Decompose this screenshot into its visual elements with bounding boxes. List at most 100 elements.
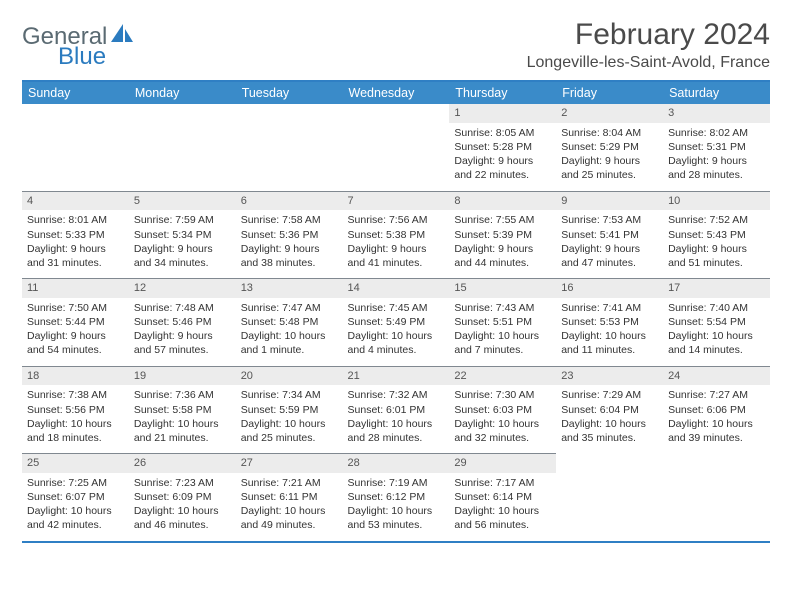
- daylight-line: and 42 minutes.: [27, 518, 124, 532]
- calendar-table: Sunday Monday Tuesday Wednesday Thursday…: [22, 80, 770, 543]
- sunrise-line: Sunrise: 7:50 AM: [27, 301, 124, 315]
- calendar-cell: 4Sunrise: 8:01 AMSunset: 5:33 PMDaylight…: [22, 191, 129, 279]
- daylight-line: Daylight: 10 hours: [561, 417, 658, 431]
- sunrise-line: Sunrise: 7:59 AM: [134, 213, 231, 227]
- calendar-week-row: 4Sunrise: 8:01 AMSunset: 5:33 PMDaylight…: [22, 191, 770, 279]
- daylight-line: Daylight: 9 hours: [561, 154, 658, 168]
- day-number: 2: [556, 104, 663, 123]
- day-body: Sunrise: 8:02 AMSunset: 5:31 PMDaylight:…: [663, 123, 770, 191]
- day-body: Sunrise: 7:41 AMSunset: 5:53 PMDaylight:…: [556, 298, 663, 366]
- daylight-line: Daylight: 10 hours: [668, 329, 765, 343]
- sunset-line: Sunset: 5:58 PM: [134, 403, 231, 417]
- daylight-line: and 46 minutes.: [134, 518, 231, 532]
- daylight-line: and 21 minutes.: [134, 431, 231, 445]
- sunset-line: Sunset: 5:34 PM: [134, 228, 231, 242]
- calendar-cell: 27Sunrise: 7:21 AMSunset: 6:11 PMDayligh…: [236, 453, 343, 542]
- sunset-line: Sunset: 6:11 PM: [241, 490, 338, 504]
- daylight-line: Daylight: 10 hours: [454, 329, 551, 343]
- calendar-cell: 1Sunrise: 8:05 AMSunset: 5:28 PMDaylight…: [449, 104, 556, 191]
- calendar-cell: 12Sunrise: 7:48 AMSunset: 5:46 PMDayligh…: [129, 278, 236, 366]
- calendar-cell: 6Sunrise: 7:58 AMSunset: 5:36 PMDaylight…: [236, 191, 343, 279]
- day-body: Sunrise: 7:21 AMSunset: 6:11 PMDaylight:…: [236, 473, 343, 541]
- daylight-line: and 57 minutes.: [134, 343, 231, 357]
- daylight-line: Daylight: 10 hours: [27, 504, 124, 518]
- sunset-line: Sunset: 6:01 PM: [348, 403, 445, 417]
- daylight-line: Daylight: 10 hours: [348, 504, 445, 518]
- calendar-week-row: 25Sunrise: 7:25 AMSunset: 6:07 PMDayligh…: [22, 453, 770, 542]
- day-body: Sunrise: 7:36 AMSunset: 5:58 PMDaylight:…: [129, 385, 236, 453]
- day-number: 6: [236, 191, 343, 211]
- daylight-line: Daylight: 9 hours: [668, 154, 765, 168]
- calendar-cell: [22, 104, 129, 191]
- sunset-line: Sunset: 6:06 PM: [668, 403, 765, 417]
- day-number: 5: [129, 191, 236, 211]
- day-body: Sunrise: 7:45 AMSunset: 5:49 PMDaylight:…: [343, 298, 450, 366]
- calendar-cell: 5Sunrise: 7:59 AMSunset: 5:34 PMDaylight…: [129, 191, 236, 279]
- day-number: 15: [449, 278, 556, 298]
- day-body: Sunrise: 7:19 AMSunset: 6:12 PMDaylight:…: [343, 473, 450, 541]
- day-number: 23: [556, 366, 663, 386]
- day-body: Sunrise: 7:56 AMSunset: 5:38 PMDaylight:…: [343, 210, 450, 278]
- daylight-line: Daylight: 10 hours: [241, 417, 338, 431]
- logo: General Blue: [22, 24, 133, 69]
- day-body: Sunrise: 7:53 AMSunset: 5:41 PMDaylight:…: [556, 210, 663, 278]
- daylight-line: and 25 minutes.: [561, 168, 658, 182]
- daylight-line: and 22 minutes.: [454, 168, 551, 182]
- day-body: Sunrise: 7:32 AMSunset: 6:01 PMDaylight:…: [343, 385, 450, 453]
- sunrise-line: Sunrise: 8:04 AM: [561, 126, 658, 140]
- calendar-cell: [556, 453, 663, 542]
- day-body: Sunrise: 7:23 AMSunset: 6:09 PMDaylight:…: [129, 473, 236, 541]
- sunrise-line: Sunrise: 7:25 AM: [27, 476, 124, 490]
- daylight-line: Daylight: 10 hours: [134, 417, 231, 431]
- calendar-cell: 14Sunrise: 7:45 AMSunset: 5:49 PMDayligh…: [343, 278, 450, 366]
- daylight-line: Daylight: 10 hours: [241, 504, 338, 518]
- daylight-line: and 14 minutes.: [668, 343, 765, 357]
- daylight-line: Daylight: 10 hours: [348, 417, 445, 431]
- day-number: 11: [22, 278, 129, 298]
- calendar-cell: [663, 453, 770, 542]
- sunset-line: Sunset: 6:12 PM: [348, 490, 445, 504]
- daylight-line: Daylight: 10 hours: [241, 329, 338, 343]
- calendar-cell: [129, 104, 236, 191]
- sunrise-line: Sunrise: 7:56 AM: [348, 213, 445, 227]
- sunset-line: Sunset: 6:09 PM: [134, 490, 231, 504]
- daylight-line: and 11 minutes.: [561, 343, 658, 357]
- daylight-line: and 35 minutes.: [561, 431, 658, 445]
- daylight-line: and 28 minutes.: [348, 431, 445, 445]
- daylight-line: and 7 minutes.: [454, 343, 551, 357]
- daylight-line: Daylight: 10 hours: [561, 329, 658, 343]
- calendar-cell: 22Sunrise: 7:30 AMSunset: 6:03 PMDayligh…: [449, 366, 556, 454]
- sunrise-line: Sunrise: 7:41 AM: [561, 301, 658, 315]
- sunrise-line: Sunrise: 7:34 AM: [241, 388, 338, 402]
- day-body: Sunrise: 7:43 AMSunset: 5:51 PMDaylight:…: [449, 298, 556, 366]
- calendar-cell: [343, 104, 450, 191]
- day-number: 8: [449, 191, 556, 211]
- calendar-cell: 21Sunrise: 7:32 AMSunset: 6:01 PMDayligh…: [343, 366, 450, 454]
- day-number: 29: [449, 453, 556, 473]
- day-number: 27: [236, 453, 343, 473]
- day-body: Sunrise: 7:55 AMSunset: 5:39 PMDaylight:…: [449, 210, 556, 278]
- day-body: Sunrise: 7:59 AMSunset: 5:34 PMDaylight:…: [129, 210, 236, 278]
- daylight-line: Daylight: 10 hours: [348, 329, 445, 343]
- day-number: 4: [22, 191, 129, 211]
- sunrise-line: Sunrise: 7:36 AM: [134, 388, 231, 402]
- daylight-line: Daylight: 9 hours: [454, 242, 551, 256]
- sunrise-line: Sunrise: 8:05 AM: [454, 126, 551, 140]
- day-number: 12: [129, 278, 236, 298]
- month-title: February 2024: [527, 18, 770, 52]
- sunrise-line: Sunrise: 7:52 AM: [668, 213, 765, 227]
- sunset-line: Sunset: 5:46 PM: [134, 315, 231, 329]
- day-number: 9: [556, 191, 663, 211]
- day-body: Sunrise: 8:05 AMSunset: 5:28 PMDaylight:…: [449, 123, 556, 191]
- calendar-cell: 18Sunrise: 7:38 AMSunset: 5:56 PMDayligh…: [22, 366, 129, 454]
- day-body: Sunrise: 7:38 AMSunset: 5:56 PMDaylight:…: [22, 385, 129, 453]
- calendar-cell: 7Sunrise: 7:56 AMSunset: 5:38 PMDaylight…: [343, 191, 450, 279]
- calendar-cell: [236, 104, 343, 191]
- day-body: Sunrise: 7:27 AMSunset: 6:06 PMDaylight:…: [663, 385, 770, 453]
- sunset-line: Sunset: 5:53 PM: [561, 315, 658, 329]
- sunrise-line: Sunrise: 7:58 AM: [241, 213, 338, 227]
- daylight-line: Daylight: 9 hours: [454, 154, 551, 168]
- sunset-line: Sunset: 6:14 PM: [454, 490, 551, 504]
- day-number: 20: [236, 366, 343, 386]
- calendar-cell: 8Sunrise: 7:55 AMSunset: 5:39 PMDaylight…: [449, 191, 556, 279]
